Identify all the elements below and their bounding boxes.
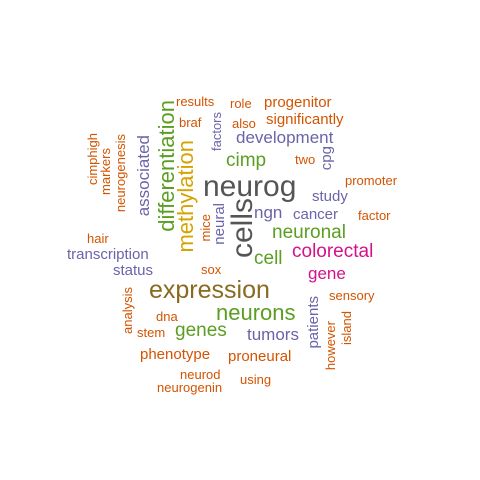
word-genes: genes	[175, 320, 227, 341]
word-expression: expression	[149, 276, 270, 304]
word-neurons: neurons	[216, 300, 296, 325]
word-associated: associated	[134, 135, 153, 217]
word-cpg: cpg	[318, 146, 335, 171]
word-factors: factors	[209, 112, 224, 152]
word-cell: cell	[254, 248, 283, 269]
word-hair: hair	[87, 231, 109, 246]
word-neurog: neurog	[203, 170, 297, 203]
word-stem: stem	[137, 325, 166, 340]
word-cimp: cimp	[226, 150, 267, 171]
word-neural: neural	[211, 203, 228, 245]
word-gene: gene	[308, 264, 346, 283]
word-phenotype: phenotype	[140, 346, 211, 363]
word-sensory: sensory	[329, 288, 375, 303]
word-study: study	[312, 188, 348, 205]
word-colorectal: colorectal	[292, 241, 374, 262]
word-neurogenesis: neurogenesis	[113, 134, 128, 213]
word-significantly: significantly	[266, 111, 344, 128]
word-progenitor: progenitor	[264, 94, 332, 111]
word-sox: sox	[201, 262, 222, 277]
word-analysis: analysis	[120, 287, 135, 334]
word-status: status	[113, 262, 154, 279]
word-dna: dna	[156, 309, 178, 324]
word-ngn: ngn	[254, 203, 283, 222]
word-markers: markers	[98, 148, 113, 195]
word-patients: patients	[305, 296, 322, 349]
word-proneural: proneural	[228, 348, 292, 365]
word-neuronal: neuronal	[272, 222, 346, 243]
word-results: results	[176, 94, 215, 109]
word-factor: factor	[358, 208, 391, 223]
word-development: development	[236, 128, 334, 147]
word-transcription: transcription	[67, 246, 149, 263]
word-methylation: methylation	[173, 140, 198, 253]
word-however: however	[323, 321, 338, 371]
word-tumors: tumors	[247, 325, 299, 344]
word-two: two	[295, 152, 316, 167]
word-cancer: cancer	[293, 206, 339, 223]
word-also: also	[232, 116, 256, 131]
word-promoter: promoter	[345, 173, 398, 188]
word-neurod: neurod	[180, 367, 221, 382]
word-braf: braf	[179, 115, 202, 130]
word-using: using	[240, 372, 272, 387]
word-role: role	[230, 96, 252, 111]
word-island: island	[339, 311, 354, 345]
word-neurogenin: neurogenin	[157, 380, 223, 395]
